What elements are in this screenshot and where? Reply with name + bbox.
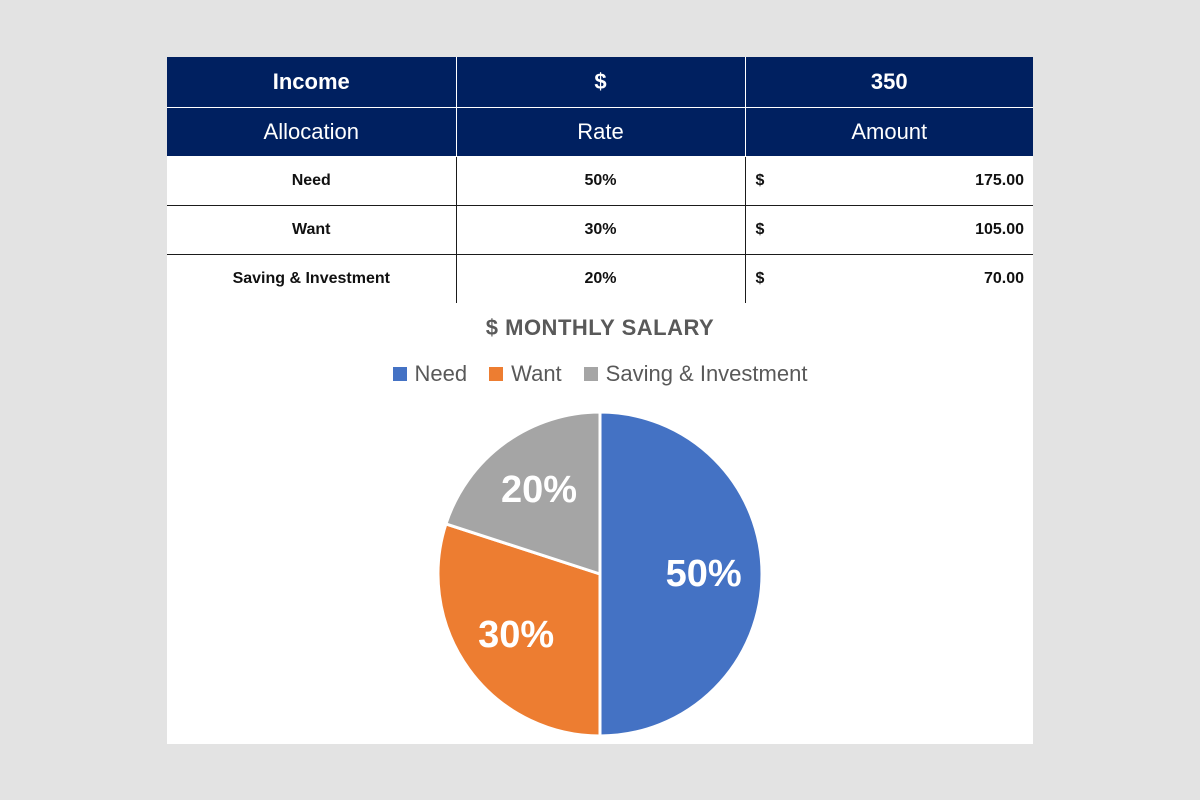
amount-value: 175.00 [975,171,1024,189]
rate-cell[interactable]: 20% [456,254,746,303]
amount-cell[interactable]: $ 105.00 [745,205,1033,255]
pie-slice-want[interactable] [436,522,602,738]
allocation-table: Income $ 350 Allocation Rate Amount Need… [167,57,1033,303]
data-label-want: 30% [478,614,554,656]
chart-title: $ MONTHLY SALARY [485,315,715,340]
chart-legend: Need Want Saving & Investment [167,361,1033,387]
income-row: Income $ 350 [167,57,1033,108]
legend-label-need: Need [414,361,468,386]
rate-cell[interactable]: 30% [456,205,746,255]
amount-value: 70.00 [983,269,1024,287]
data-label-need: 50% [666,553,742,595]
income-value[interactable]: 350 [745,57,1033,108]
header-rate[interactable]: Rate [456,107,746,157]
pie-chart: 50% 30% 20% [436,410,764,738]
legend-item-want[interactable]: Want [489,361,562,387]
allocation-cell[interactable]: Want [167,205,457,255]
data-label-saving: 20% [501,469,577,511]
legend-item-saving[interactable]: Saving & Investment [583,361,808,387]
header-allocation[interactable]: Allocation [167,107,457,157]
legend-swatch-saving [583,367,598,381]
legend-label-saving: Saving & Investment [605,361,808,386]
income-currency[interactable]: $ [456,57,746,108]
legend-label-want: Want [511,361,562,386]
pie-slice-need[interactable] [598,410,764,738]
income-label[interactable]: Income [167,57,457,108]
budget-sheet: Income $ 350 Allocation Rate Amount Need… [167,57,1033,744]
table-row-want: Want 30% $ 105.00 [167,205,1033,255]
amount-currency: $ [755,269,765,287]
amount-cell[interactable]: $ 70.00 [745,254,1033,303]
legend-swatch-need [392,367,407,381]
pie-slice-saving[interactable] [444,410,602,577]
amount-cell[interactable]: $ 175.00 [745,156,1033,206]
table-row-need: Need 50% $ 175.00 [167,156,1033,206]
rate-cell[interactable]: 50% [456,156,746,206]
allocation-cell[interactable]: Need [167,156,457,206]
header-amount[interactable]: Amount [745,107,1033,157]
allocation-cell[interactable]: Saving & Investment [167,254,457,303]
amount-value: 105.00 [975,220,1024,238]
legend-item-need[interactable]: Need [392,361,468,387]
amount-currency: $ [755,220,765,238]
amount-currency: $ [755,171,765,189]
table-row-saving: Saving & Investment 20% $ 70.00 [167,254,1033,303]
legend-swatch-want [489,367,504,381]
column-header-row: Allocation Rate Amount [167,107,1033,157]
